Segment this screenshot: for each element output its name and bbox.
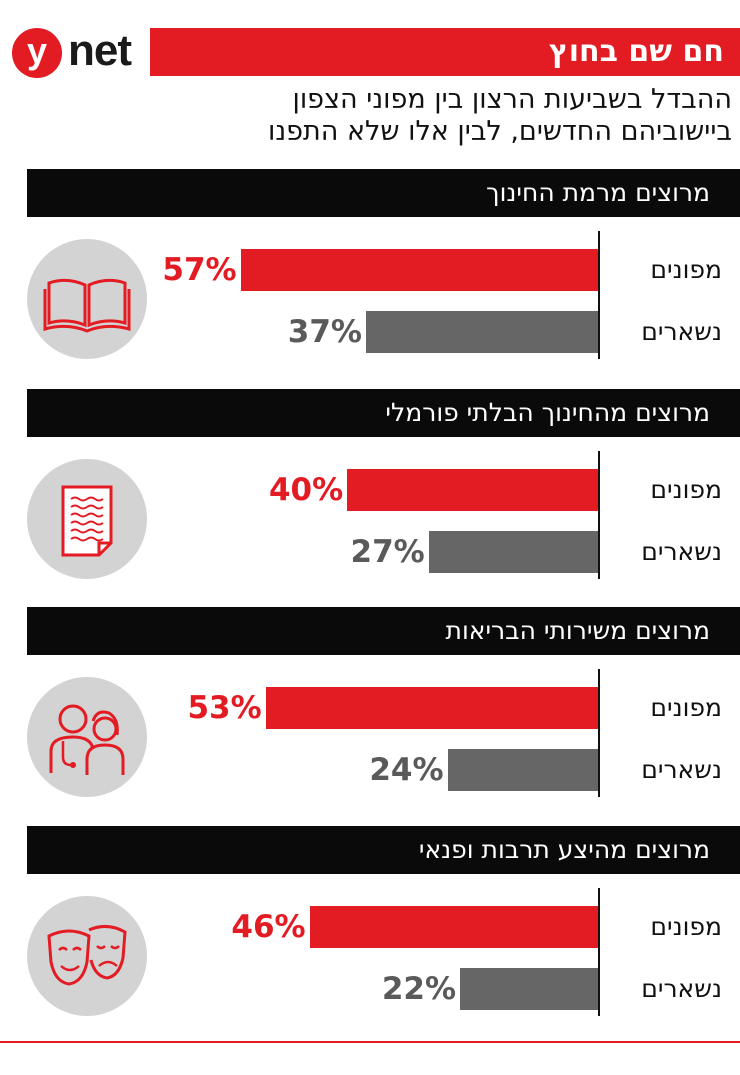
data-label: 27% bbox=[350, 534, 425, 570]
panel-title: מרוצים מהיצע תרבות ופנאי bbox=[27, 826, 740, 874]
bar-remained bbox=[428, 531, 598, 573]
series-label: נשארים bbox=[641, 974, 722, 1003]
panel-icon-circle bbox=[27, 677, 147, 797]
bar-remained bbox=[460, 968, 598, 1010]
panel-icon-circle bbox=[27, 459, 147, 579]
category-axis bbox=[598, 451, 600, 579]
data-label: 57% bbox=[162, 252, 237, 288]
series-label: מפונים bbox=[650, 693, 722, 722]
series-label: מפונים bbox=[650, 912, 722, 941]
panel-title: מרוצים מרמת החינוך bbox=[27, 169, 740, 217]
category-axis bbox=[598, 231, 600, 359]
logo-mark: y bbox=[12, 28, 62, 78]
open-book-icon bbox=[43, 278, 131, 333]
bar-evacuees bbox=[265, 687, 598, 729]
section-banner: חם שם בחוץ bbox=[150, 28, 740, 76]
panel-title: מרוצים משירותי הבריאות bbox=[27, 607, 740, 655]
series-label: מפונים bbox=[650, 255, 722, 284]
panel-title: מרוצים מהחינוך הבלתי פורמלי bbox=[27, 389, 740, 437]
theater-masks-icon bbox=[47, 925, 127, 986]
ynet-logo: y net bbox=[12, 26, 140, 78]
series-label: נשארים bbox=[641, 317, 722, 346]
data-label: 40% bbox=[268, 472, 344, 508]
chart-subtitle: ההבדל בשביעות הרצון בין מפוני הצפון בייש… bbox=[20, 84, 732, 148]
series-label: מפונים bbox=[650, 475, 722, 504]
document-icon bbox=[61, 485, 113, 557]
bar-remained bbox=[447, 749, 598, 791]
series-label: נשארים bbox=[641, 537, 722, 566]
bar-evacuees bbox=[309, 906, 598, 948]
subtitle-line-1: ההבדל בשביעות הרצון בין מפוני הצפון bbox=[292, 84, 732, 115]
category-axis bbox=[598, 888, 600, 1016]
category-axis bbox=[598, 669, 600, 797]
bar-evacuees bbox=[347, 469, 598, 511]
bar-evacuees bbox=[240, 249, 598, 291]
bar-remained bbox=[366, 311, 598, 353]
data-label: 22% bbox=[381, 971, 457, 1007]
panel-icon-circle bbox=[27, 239, 147, 359]
logo-text: net bbox=[68, 26, 132, 75]
data-label: 53% bbox=[187, 690, 262, 726]
data-label: 46% bbox=[231, 909, 306, 945]
data-label: 24% bbox=[369, 752, 444, 788]
series-label: נשארים bbox=[641, 755, 722, 784]
bottom-divider bbox=[0, 1041, 740, 1043]
data-label: 37% bbox=[287, 314, 362, 350]
subtitle-line-2: ביישוביהם החדשים, לבין אלו שלא התפנו bbox=[267, 116, 732, 147]
panel-icon-circle bbox=[27, 896, 147, 1016]
doctors-icon bbox=[49, 704, 125, 775]
